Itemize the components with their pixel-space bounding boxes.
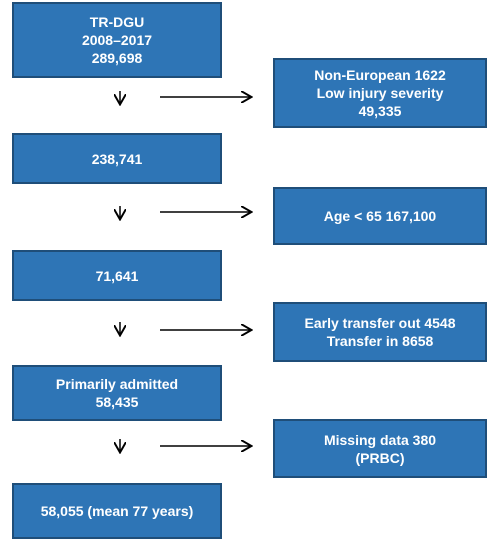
box-text: 49,335 [358,103,402,119]
box-text: Non-European 1622 [314,67,446,83]
step-box: 238,741 [12,133,222,184]
exclusion-box: Non-European 1622 Low injury severity 49,3… [273,58,487,128]
box-text: 238,741 [91,150,143,167]
box-text: Primarily admitted [55,376,179,392]
box-text: Early transfer out 4548 [304,315,456,331]
box-text: Transfer in 8658 [326,333,434,349]
box-text: 58,435 [95,394,139,410]
step-box: 58,055 (mean 77 years) [12,483,222,539]
exclusion-box: Age < 65 167,100 [273,187,487,245]
box-text: Age < 65 167,100 [323,208,437,224]
step-box: Primarily admitted 58,435 [12,365,222,421]
box-text: 2008–2017 [81,32,153,48]
box-text: 289,698 [91,50,143,66]
box-text: TR-DGU [89,14,145,30]
box-text: 58,055 (mean 77 years) [40,503,194,519]
box-text: Missing data 380 [323,431,437,448]
step-box: 71,641 [12,250,222,301]
step-box: TR-DGU 2008–2017 289,698 [12,2,222,78]
box-text: 71,641 [95,267,139,284]
exclusion-box: Missing data 380 (PRBC) [273,419,487,478]
box-text: Low injury severity [316,85,444,101]
box-text: (PRBC) [355,449,405,466]
exclusion-box: Early transfer out 4548 Transfer in 8658 [273,302,487,362]
